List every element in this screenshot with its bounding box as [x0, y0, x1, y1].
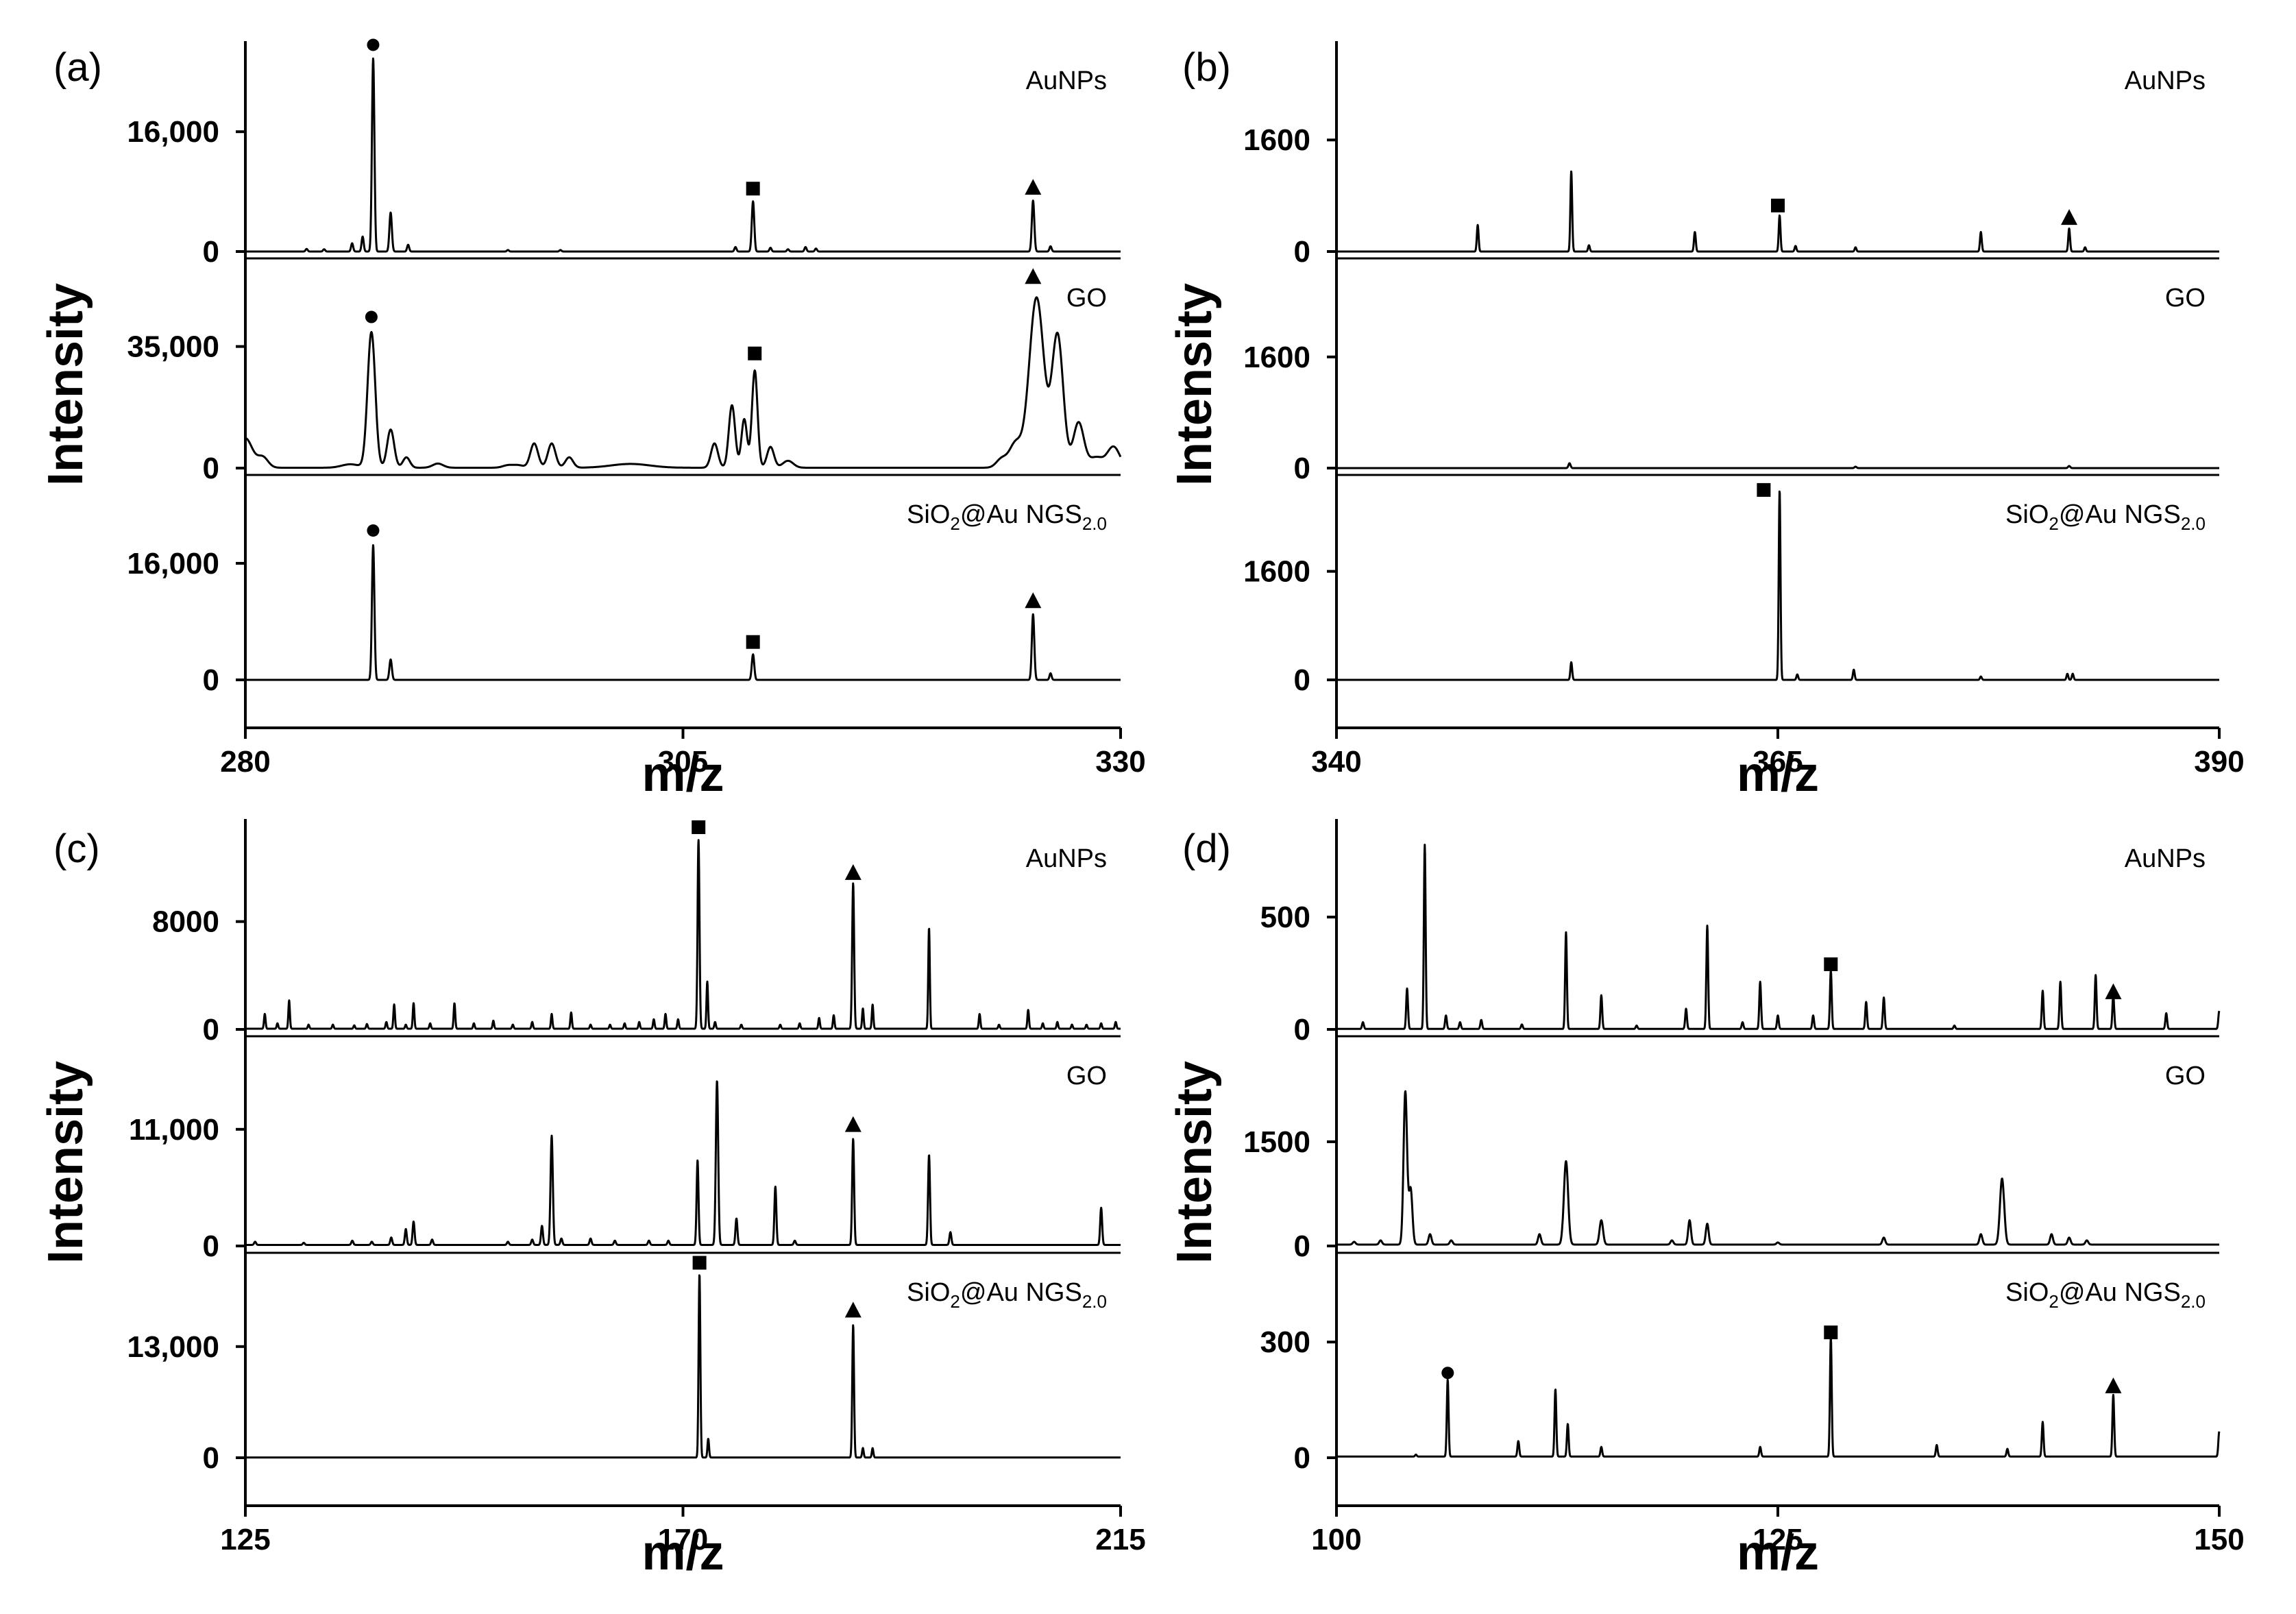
x-tick-label: 215 [1095, 1523, 1145, 1556]
spectrum-line-aunps [244, 57, 1122, 253]
sample-label: AuNPs [2125, 844, 2206, 873]
spectrum-line-aunps [1335, 844, 2221, 1030]
spectrum-line-go [244, 1080, 1122, 1246]
sample-label: GO [1066, 1062, 1107, 1090]
marker-square [1771, 198, 1785, 212]
y-tick-label: 0 [1294, 1013, 1310, 1047]
marker-square [746, 182, 760, 196]
marker-circle [367, 38, 380, 51]
y-tick-label: 300 [1260, 1325, 1310, 1359]
y-tick-label: 11,000 [129, 1113, 219, 1147]
marker-triangle [1025, 268, 1042, 284]
sample-label: AuNPs [1026, 844, 1107, 873]
x-tick-label: 305 [658, 745, 708, 779]
x-tick-label: 150 [2194, 1523, 2244, 1556]
spectrum-line-sio2-au-ngs2-0 [1335, 1336, 2221, 1458]
y-tick-label: 0 [203, 1230, 219, 1263]
marker-triangle [844, 1301, 862, 1318]
spectrum-line-go [244, 296, 1122, 469]
y-axis-title: Intensity [1167, 1061, 1222, 1264]
y-tick-label: 16,000 [127, 547, 219, 580]
marker-triangle [1025, 179, 1042, 195]
y-axis-title: Intensity [38, 283, 93, 486]
marker-square [1824, 957, 1838, 971]
x-tick-label: 280 [220, 745, 270, 779]
sample-label: AuNPs [1026, 66, 1107, 95]
y-tick-label: 0 [203, 1013, 219, 1047]
y-tick-label: 1500 [1243, 1125, 1310, 1159]
panel-letter: (d) [1182, 827, 1231, 871]
y-tick-label: 0 [1294, 1230, 1310, 1263]
marker-square [746, 635, 760, 649]
y-tick-label: 500 [1260, 901, 1310, 934]
spectrum-line-aunps [1335, 170, 2221, 253]
marker-triangle [1025, 592, 1042, 609]
marker-square [692, 1256, 707, 1270]
marker-triangle [2061, 209, 2078, 225]
y-tick-label: 1600 [1243, 123, 1310, 157]
spectrum-line-sio2-au-ngs2-0 [244, 1274, 1122, 1459]
x-axis-title: m/z [642, 1526, 724, 1580]
y-tick-label: 1600 [1243, 555, 1310, 589]
marker-triangle [2105, 983, 2122, 999]
x-axis-title: m/z [1737, 1526, 1819, 1580]
x-axis-title: m/z [1737, 747, 1819, 802]
sample-label: GO [2165, 1062, 2206, 1090]
x-tick-label: 170 [658, 1523, 708, 1556]
y-tick-label: 16,000 [127, 115, 219, 149]
x-tick-label: 340 [1311, 745, 1361, 779]
marker-triangle [844, 864, 862, 880]
panel-letter: (c) [53, 827, 100, 871]
x-tick-label: 365 [1752, 745, 1803, 779]
marker-square [1757, 482, 1771, 497]
y-tick-label: 8000 [152, 905, 219, 939]
spectrum-line-go [1335, 1090, 2221, 1246]
x-tick-label: 125 [220, 1523, 270, 1556]
x-tick-label: 330 [1095, 745, 1145, 779]
y-tick-label: 0 [203, 1441, 219, 1475]
y-tick-label: 0 [203, 452, 219, 485]
marker-circle [1441, 1367, 1454, 1380]
y-tick-label: 35,000 [127, 330, 219, 364]
marker-square [748, 346, 762, 360]
sample-label: GO [2165, 284, 2206, 313]
spectrum-line-sio2-au-ngs2-0 [244, 544, 1122, 681]
x-tick-label: 125 [1752, 1523, 1803, 1556]
spectrum-line-go [1335, 462, 2221, 469]
y-tick-label: 13,000 [127, 1330, 219, 1364]
panel-letter: (a) [53, 45, 102, 90]
y-tick-label: 0 [203, 663, 219, 697]
sample-label: GO [1066, 284, 1107, 313]
sample-label: SiO2@Au NGS2.0 [907, 1278, 1107, 1312]
y-tick-label: 0 [203, 235, 219, 269]
spectrum-line-aunps [244, 839, 1122, 1030]
y-tick-label: 0 [1294, 663, 1310, 697]
y-tick-label: 1600 [1243, 341, 1310, 374]
y-axis-title: Intensity [1167, 283, 1222, 486]
sample-label: SiO2@Au NGS2.0 [907, 500, 1107, 534]
marker-triangle [844, 1116, 862, 1132]
y-tick-label: 0 [1294, 235, 1310, 269]
marker-square [692, 820, 706, 834]
sample-label: AuNPs [2125, 66, 2206, 95]
marker-circle [367, 524, 380, 537]
marker-triangle [2105, 1377, 2122, 1393]
marker-square [1824, 1325, 1838, 1340]
x-tick-label: 390 [2194, 745, 2244, 779]
marker-circle [365, 310, 378, 323]
x-axis-title: m/z [642, 747, 724, 802]
sample-label: SiO2@Au NGS2.0 [2005, 1278, 2206, 1312]
spectrum-line-sio2-au-ngs2-0 [1335, 490, 2221, 681]
y-axis-title: Intensity [38, 1061, 93, 1264]
y-tick-label: 0 [1294, 452, 1310, 485]
sample-label: SiO2@Au NGS2.0 [2005, 500, 2206, 534]
x-tick-label: 100 [1311, 1523, 1361, 1556]
y-tick-label: 0 [1294, 1441, 1310, 1475]
panel-letter: (b) [1182, 45, 1231, 90]
